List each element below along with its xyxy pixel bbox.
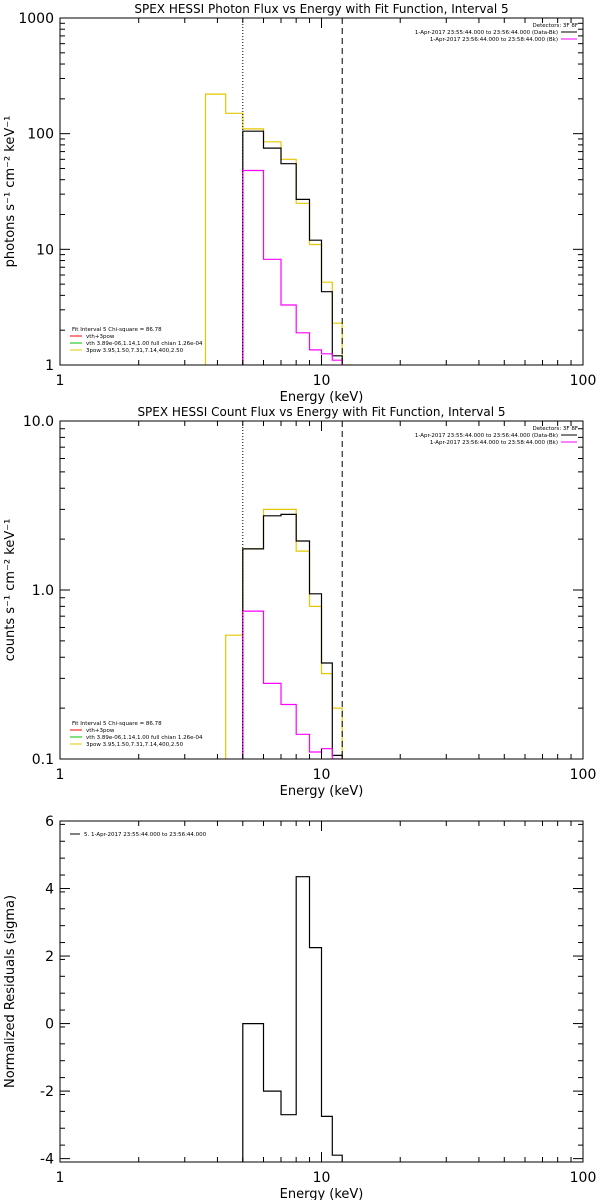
chart-title: SPEX HESSI Photon Flux vs Energy with Fi…	[134, 2, 508, 16]
chart-title: SPEX HESSI Count Flux vs Energy with Fit…	[137, 405, 505, 419]
y-tick-label: 1.0	[32, 583, 54, 599]
legend-fit-label: 3pow 3.95,1.50,7.31,7.14,400,2.50	[86, 348, 184, 354]
x-tick-label: 100	[570, 767, 597, 783]
legend-fit-label: vth+3pow	[86, 334, 115, 340]
y-tick-label: 1	[45, 358, 54, 374]
y-tick-label: -2	[40, 1084, 54, 1100]
y-axis-label: Normalized Residuals (sigma)	[3, 895, 18, 1088]
y-axis-label: photons s⁻¹ cm⁻² keV⁻¹	[3, 116, 18, 268]
series-line-2	[242, 610, 343, 759]
y-tick-label: 100	[27, 127, 54, 143]
series-group	[225, 508, 343, 759]
legend-residual-label: 5. 1-Apr-2017 23:55:44.000 to 23:56:44.0…	[84, 832, 207, 838]
legend-interval-label: 1-Apr-2017 23:56:44.000 to 23:58:44.000 …	[430, 440, 558, 446]
legend-fit-label: vth+3pow	[86, 728, 115, 734]
legend-fit-label: vth 3.89e-06,1.14,1.00 full chian 1.26e-…	[86, 341, 203, 347]
series-line-1	[242, 513, 343, 759]
legend-fit-header: Fit Interval 5 Chi-square = 86.78	[72, 327, 162, 333]
legend-fit-header: Fit Interval 5 Chi-square = 86.78	[72, 721, 162, 727]
y-tick-label: -4	[40, 1152, 54, 1168]
y-tick-label: 1000	[18, 11, 54, 27]
legend-detectors-header: Detectors: 3F 8F	[532, 23, 578, 29]
y-tick-label: 2	[45, 949, 54, 965]
x-axis-label: Energy (keV)	[280, 784, 364, 799]
x-tick-label: 100	[570, 373, 597, 389]
x-tick-label: 10	[313, 1170, 331, 1186]
plot-frame	[59, 17, 584, 366]
series-line-1	[242, 876, 343, 1162]
series-line-1	[242, 130, 343, 365]
y-axis-label: counts s⁻¹ cm⁻² keV⁻¹	[3, 519, 18, 662]
legend-interval-label: 1-Apr-2017 23:56:44.000 to 23:58:44.000 …	[430, 37, 558, 43]
series-group	[204, 93, 352, 365]
x-axis-label: Energy (keV)	[280, 1187, 364, 1200]
chart-panel-3: 1 10 100 -4 -2 0 2 4 6 Energy (keV) Normalized Res…	[3, 814, 596, 1200]
x-tick-label: 100	[570, 1170, 597, 1186]
x-tick-label: 1	[56, 373, 65, 389]
legend-fit-label: vth 3.89e-06,1.14,1.00 full chian 1.26e-…	[86, 735, 203, 741]
y-tick-label: 0.1	[32, 752, 54, 768]
x-tick-label: 10	[313, 767, 331, 783]
plot-frame	[59, 420, 584, 760]
y-tick-label: 6	[45, 814, 54, 830]
y-tick-label: 0	[45, 1017, 54, 1033]
legend-detectors-header: Detectors: 3F 8F	[532, 426, 578, 432]
series-group	[242, 876, 343, 1162]
x-tick-label: 10	[313, 373, 331, 389]
legend-interval-label: 1-Apr-2017 23:55:44.000 to 23:56:44.000 …	[415, 30, 558, 36]
legend-interval-label: 1-Apr-2017 23:55:44.000 to 23:56:44.000 …	[415, 433, 558, 439]
series-line-3	[204, 93, 352, 365]
y-tick-label: 4	[45, 882, 54, 898]
y-tick-label: 10	[36, 242, 54, 258]
chart-panel-2: SPEX HESSI Count Flux vs Energy with Fit…	[3, 405, 596, 799]
y-tick-label: 10.0	[23, 414, 54, 430]
x-axis-label: Energy (keV)	[280, 390, 364, 405]
legend-fit-label: 3pow 3.95,1.50,7.31,7.14,400,2.50	[86, 742, 184, 748]
chart-panel-1: SPEX HESSI Photon Flux vs Energy with Fi…	[3, 2, 596, 405]
x-tick-label: 1	[56, 1170, 65, 1186]
series-line-2	[242, 169, 343, 365]
x-tick-label: 1	[56, 767, 65, 783]
